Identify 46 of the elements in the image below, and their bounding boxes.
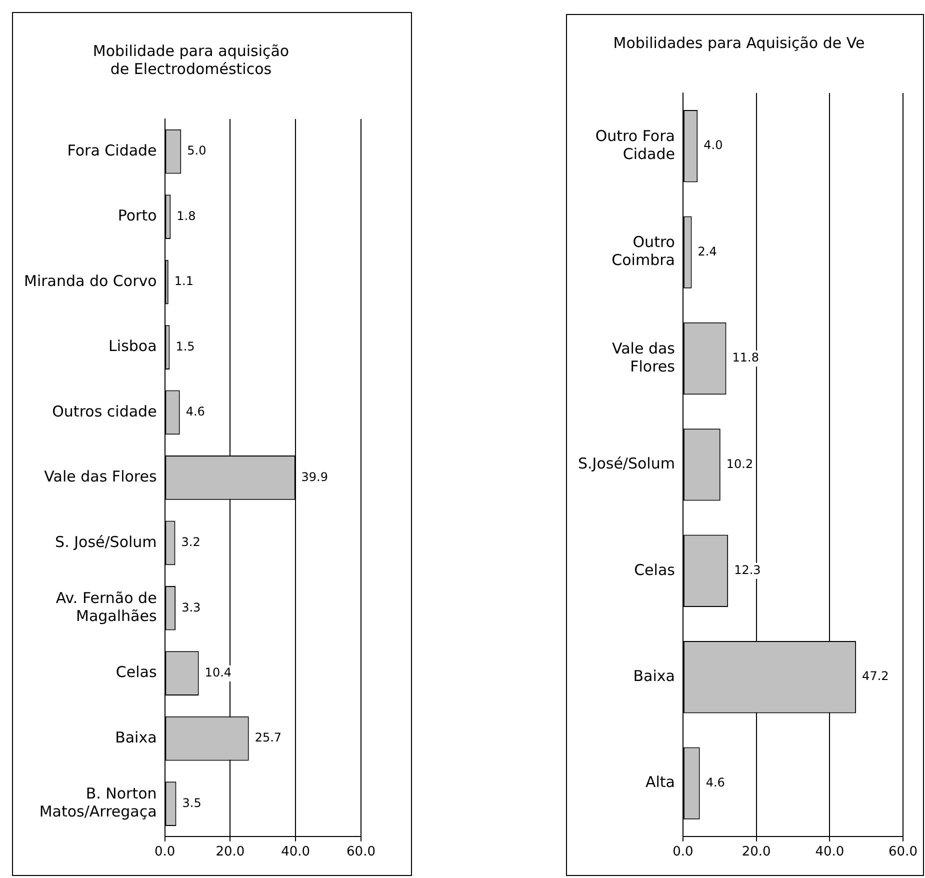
- x-tick-label: 0.0: [672, 844, 694, 860]
- y-tick-label: S. José/Solum: [55, 532, 157, 551]
- x-tick-label: 60.0: [888, 844, 918, 860]
- data-label: 4.6: [706, 775, 725, 790]
- data-label: 5.0: [187, 144, 206, 158]
- y-tick-label: S.José/Solum: [578, 454, 675, 473]
- y-tick-label: Celas: [634, 560, 676, 579]
- x-tick-label: 20.0: [742, 844, 771, 860]
- data-label: 3.5: [182, 796, 202, 810]
- data-label: 1.5: [176, 339, 195, 354]
- x-tick-label: 60.0: [346, 844, 376, 860]
- data-label: 10.2: [726, 456, 754, 471]
- y-tick-label: Lisboa: [108, 337, 157, 356]
- data-label: 3.3: [182, 600, 201, 614]
- data-label: 10.4: [204, 665, 232, 680]
- data-label: 2.4: [698, 244, 717, 258]
- data-label: 25.7: [254, 730, 282, 745]
- data-label: 4.0: [704, 138, 723, 152]
- y-tick-label: Baixa: [633, 666, 675, 685]
- y-tick-label: B. Norton Matos/Arregaça: [39, 784, 157, 821]
- y-tick-label: Porto: [118, 206, 157, 225]
- x-tick-label: 20.0: [216, 844, 245, 860]
- data-label: 1.8: [176, 208, 196, 223]
- data-label: 47.2: [862, 669, 889, 684]
- chart-title: Mobilidades para Aquisição de Ve: [613, 34, 865, 52]
- y-tick-label: Miranda do Corvo: [24, 272, 157, 290]
- y-tick-label: Outro Coimbra: [612, 233, 675, 270]
- data-label: 39.9: [301, 470, 328, 484]
- data-label: 4.6: [186, 404, 205, 419]
- data-label: 1.1: [174, 274, 194, 288]
- data-label: 12.3: [734, 563, 761, 578]
- chart-title: Mobilidade para aquisição de Electrodomésticos: [92, 42, 290, 78]
- y-tick-label: Vale das Flores: [44, 468, 157, 486]
- y-tick-label: Outros cidade: [52, 402, 157, 420]
- y-tick-label: Baixa: [115, 728, 157, 746]
- data-label: 3.2: [181, 535, 200, 550]
- x-tick-label: 40.0: [281, 844, 310, 860]
- x-tick-label: 40.0: [815, 844, 844, 860]
- y-tick-label: Vale das Flores: [612, 339, 676, 376]
- y-tick-label: Alta: [645, 773, 675, 792]
- y-tick-label: Av. Fernão de Magalhães: [56, 589, 157, 626]
- data-label: 11.8: [732, 350, 759, 365]
- y-tick-label: Celas: [116, 663, 157, 682]
- y-tick-label: Fora Cidade: [67, 142, 157, 160]
- y-tick-label: Outro Fora Cidade: [595, 126, 675, 163]
- x-tick-label: 0.0: [154, 844, 176, 860]
